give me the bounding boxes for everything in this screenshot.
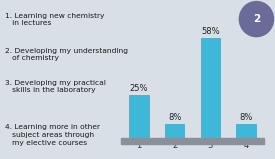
Text: 2: 2 — [253, 14, 260, 24]
Bar — [236, 124, 256, 138]
Text: 8%: 8% — [240, 113, 253, 122]
Circle shape — [239, 2, 274, 37]
Text: 2. Developing my understanding
   of chemistry: 2. Developing my understanding of chemis… — [5, 48, 128, 61]
Bar — [165, 124, 185, 138]
Text: 1. Learning new chemistry
   in lectures: 1. Learning new chemistry in lectures — [5, 13, 104, 26]
Text: 4. Learning more in other
   subject areas through
   my elective courses: 4. Learning more in other subject areas … — [5, 124, 100, 145]
Bar — [121, 138, 264, 144]
Text: 3. Developing my practical
   skills in the laboratory: 3. Developing my practical skills in the… — [5, 80, 106, 93]
Text: 58%: 58% — [201, 27, 220, 36]
Bar — [129, 95, 149, 138]
Bar — [200, 38, 220, 138]
Text: 25%: 25% — [130, 84, 148, 93]
Text: 8%: 8% — [168, 113, 181, 122]
